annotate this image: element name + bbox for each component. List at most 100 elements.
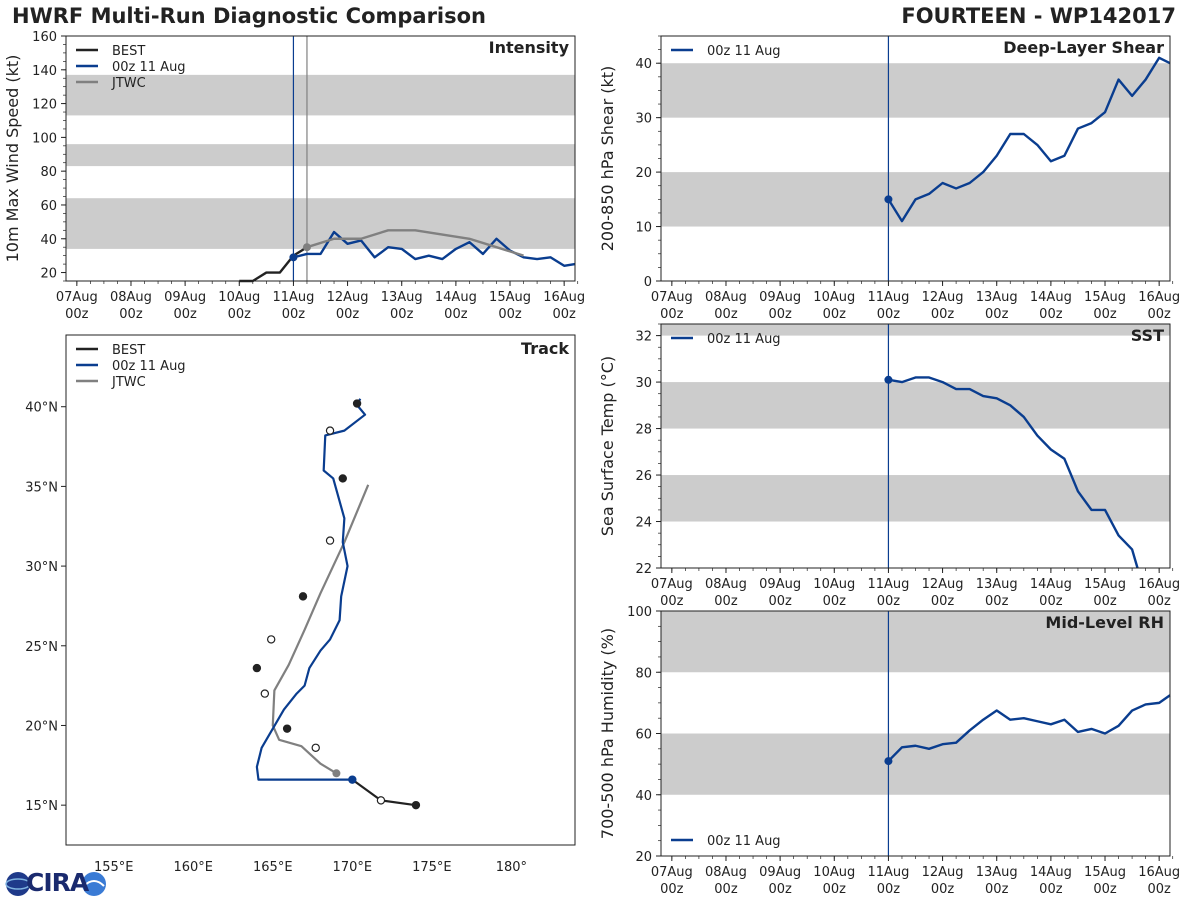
x-tick-label: 00z bbox=[985, 882, 1009, 897]
forecast-position-marker bbox=[298, 592, 308, 601]
x-tick-label: 00z bbox=[119, 307, 143, 322]
y-tick-label: 40 bbox=[635, 789, 652, 804]
forecast-position-marker bbox=[252, 663, 262, 673]
y-tick-label: 120 bbox=[32, 98, 57, 113]
lon-tick-label: 160°E bbox=[173, 860, 213, 875]
y-tick-label: 20 bbox=[40, 267, 57, 282]
forecast-position-marker bbox=[260, 689, 270, 698]
track-line-jtwc bbox=[271, 484, 370, 775]
forecast-position-marker bbox=[282, 724, 292, 733]
legend-label: JTWC bbox=[111, 76, 146, 91]
x-tick-label: 00z bbox=[444, 307, 468, 322]
x-tick-label: 10Aug bbox=[813, 290, 855, 305]
legend-label: 00z 11 Aug bbox=[112, 359, 186, 374]
x-tick-label: 00z bbox=[390, 307, 414, 322]
y-tick-label: 100 bbox=[627, 605, 652, 620]
y-tick-label: 60 bbox=[635, 728, 652, 743]
x-tick-label: 13Aug bbox=[976, 290, 1018, 305]
x-tick-label: 09Aug bbox=[759, 577, 801, 592]
best-track-marker bbox=[411, 800, 421, 810]
y-tick-label: 40 bbox=[635, 57, 652, 72]
y-tick-label: 0 bbox=[644, 275, 652, 290]
plot-frame bbox=[660, 35, 1171, 282]
y-tick-label: 26 bbox=[635, 469, 652, 484]
threshold-band bbox=[661, 324, 1170, 336]
x-tick-label: 11Aug bbox=[867, 577, 909, 592]
y-tick-label: 80 bbox=[635, 666, 652, 681]
threshold-band bbox=[661, 733, 1170, 795]
panel-title: SST bbox=[1131, 326, 1164, 345]
forecast-position-marker bbox=[352, 399, 362, 408]
x-tick-label: 00z bbox=[823, 594, 847, 609]
threshold-band bbox=[66, 198, 575, 249]
x-tick-label: 00z bbox=[1147, 307, 1171, 322]
lon-tick-label: 155°E bbox=[94, 860, 134, 875]
x-tick-label: 12Aug bbox=[922, 865, 964, 880]
x-tick-label: 12Aug bbox=[327, 290, 369, 305]
x-tick-label: 14Aug bbox=[435, 290, 477, 305]
threshold-band bbox=[66, 74, 575, 116]
init-marker bbox=[884, 757, 893, 766]
init-marker bbox=[302, 243, 311, 252]
x-tick-label: 14Aug bbox=[1030, 865, 1072, 880]
globe-icon bbox=[6, 872, 30, 896]
y-tick-label: 28 bbox=[635, 423, 652, 438]
x-tick-label: 00z bbox=[768, 594, 792, 609]
x-tick-label: 00z bbox=[1147, 594, 1171, 609]
x-tick-label: 15Aug bbox=[1084, 865, 1126, 880]
x-tick-label: 00z bbox=[1147, 882, 1171, 897]
y-tick-label: 80 bbox=[40, 165, 57, 180]
x-tick-label: 09Aug bbox=[759, 865, 801, 880]
x-tick-label: 16Aug bbox=[1138, 290, 1180, 305]
x-tick-label: 00z bbox=[660, 307, 684, 322]
threshold-band bbox=[661, 475, 1170, 522]
init-marker bbox=[289, 253, 298, 262]
y-axis-label: 700-500 hPa Humidity (%) bbox=[598, 628, 617, 839]
panel-title: Track bbox=[521, 339, 569, 358]
x-tick-label: 00z bbox=[336, 307, 360, 322]
x-tick-label: 10Aug bbox=[813, 577, 855, 592]
x-tick-label: 00z bbox=[1039, 594, 1063, 609]
legend-label: BEST bbox=[112, 343, 145, 358]
x-tick-label: 14Aug bbox=[1030, 577, 1072, 592]
x-tick-label: 00z bbox=[714, 594, 738, 609]
x-tick-label: 08Aug bbox=[705, 865, 747, 880]
x-tick-label: 13Aug bbox=[976, 577, 1018, 592]
x-tick-label: 16Aug bbox=[1138, 865, 1180, 880]
threshold-band bbox=[661, 611, 1170, 673]
best-track-marker bbox=[376, 796, 386, 805]
y-tick-label: 10 bbox=[635, 221, 652, 236]
x-tick-label: 00z bbox=[823, 882, 847, 897]
legend-label: 00z 11 Aug bbox=[112, 60, 186, 75]
x-tick-label: 09Aug bbox=[759, 290, 801, 305]
x-tick-label: 11Aug bbox=[867, 290, 909, 305]
lat-tick-label: 40°N bbox=[25, 401, 58, 416]
x-tick-label: 07Aug bbox=[651, 865, 693, 880]
y-tick-label: 32 bbox=[635, 330, 652, 345]
x-tick-label: 00z bbox=[931, 307, 955, 322]
satellite-icon bbox=[82, 872, 106, 896]
legend-label: JTWC bbox=[111, 375, 146, 390]
x-tick-label: 00z bbox=[768, 307, 792, 322]
y-tick-label: 30 bbox=[635, 376, 652, 391]
x-tick-label: 11Aug bbox=[272, 290, 314, 305]
series-line-00z-11-aug bbox=[887, 56, 1171, 223]
x-tick-label: 09Aug bbox=[164, 290, 206, 305]
x-tick-label: 16Aug bbox=[543, 290, 585, 305]
x-tick-label: 00z bbox=[877, 307, 901, 322]
x-tick-label: 00z bbox=[931, 594, 955, 609]
x-tick-label: 07Aug bbox=[651, 577, 693, 592]
x-tick-label: 00z bbox=[877, 882, 901, 897]
threshold-band bbox=[661, 382, 1170, 429]
x-tick-label: 00z bbox=[768, 882, 792, 897]
x-tick-label: 15Aug bbox=[1084, 290, 1126, 305]
legend-label: 00z 11 Aug bbox=[707, 834, 781, 849]
panel-title: Intensity bbox=[489, 38, 570, 57]
x-tick-label: 15Aug bbox=[1084, 577, 1126, 592]
x-tick-label: 00z bbox=[65, 307, 89, 322]
x-tick-label: 14Aug bbox=[1030, 290, 1072, 305]
x-tick-label: 11Aug bbox=[867, 865, 909, 880]
